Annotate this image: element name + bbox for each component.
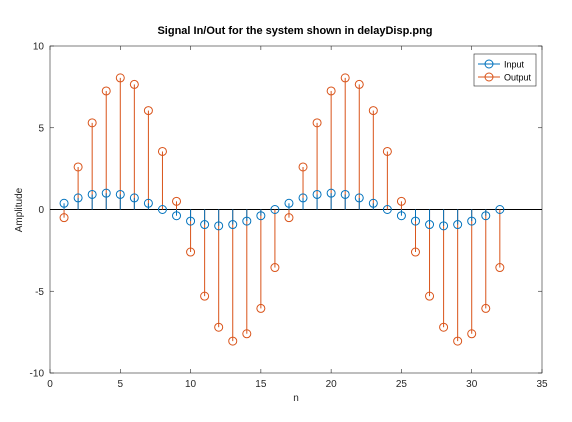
output-marker	[410, 247, 420, 257]
output-marker	[354, 79, 364, 89]
input-marker	[410, 216, 420, 226]
input-marker	[129, 193, 139, 203]
input-marker	[256, 211, 266, 221]
input-marker	[382, 205, 392, 214]
series-input	[59, 188, 505, 231]
output-marker	[101, 86, 111, 96]
series-output	[59, 73, 505, 346]
x-tick-label: 30	[466, 379, 478, 390]
input-marker	[312, 189, 322, 199]
input-marker	[453, 220, 463, 230]
x-tick-label: 35	[536, 379, 548, 390]
stem-series	[59, 73, 505, 346]
input-marker	[495, 205, 505, 214]
output-marker	[481, 303, 491, 313]
input-marker	[101, 188, 111, 198]
output-marker	[186, 247, 196, 257]
input-marker	[368, 198, 378, 208]
y-tick-label: 10	[33, 42, 45, 53]
legend-label-input: Input	[504, 60, 525, 70]
output-marker	[396, 196, 406, 206]
input-marker	[481, 211, 491, 221]
input-marker	[326, 188, 336, 198]
input-marker	[115, 189, 125, 199]
x-tick-label: 20	[326, 379, 338, 390]
output-marker	[242, 329, 252, 339]
output-marker	[382, 146, 392, 156]
legend-marker-input	[484, 59, 494, 69]
x-axis-label: n	[293, 393, 299, 404]
input-marker	[186, 216, 196, 226]
input-marker	[396, 211, 406, 221]
output-marker	[453, 336, 463, 346]
input-marker	[59, 198, 69, 208]
output-marker	[495, 263, 505, 273]
output-marker	[115, 73, 125, 83]
output-marker	[425, 291, 435, 301]
y-tick-label: -5	[35, 287, 44, 298]
x-tick-label: 5	[118, 379, 124, 390]
input-marker	[242, 216, 252, 226]
output-marker	[298, 162, 308, 172]
output-marker	[143, 106, 153, 116]
x-tick-label: 15	[255, 379, 267, 390]
input-marker	[354, 193, 364, 203]
input-marker	[284, 198, 294, 208]
output-marker	[312, 118, 322, 128]
input-marker	[214, 221, 224, 231]
y-tick-label: -10	[30, 369, 45, 380]
input-marker	[143, 198, 153, 208]
output-marker	[228, 336, 238, 346]
x-tick-label: 0	[47, 379, 53, 390]
input-marker	[228, 220, 238, 230]
output-marker	[59, 213, 69, 223]
output-marker	[439, 322, 449, 332]
input-marker	[425, 220, 435, 230]
output-marker	[172, 196, 182, 206]
input-marker	[172, 211, 182, 221]
output-marker	[340, 73, 350, 83]
legend: Input Output	[473, 53, 537, 87]
input-marker	[270, 205, 280, 214]
output-marker	[200, 291, 210, 301]
input-marker	[157, 205, 167, 214]
input-marker	[87, 189, 97, 199]
output-marker	[87, 118, 97, 128]
x-tick-label: 10	[185, 379, 197, 390]
output-marker	[368, 106, 378, 116]
output-marker	[256, 303, 266, 313]
y-axis-label: Amplitude	[14, 187, 25, 232]
input-marker	[298, 193, 308, 203]
legend-marker-output	[484, 72, 494, 82]
input-marker	[200, 220, 210, 230]
y-tick-label: 0	[38, 205, 44, 216]
input-marker	[340, 189, 350, 199]
y-tick-label: 5	[38, 123, 44, 134]
input-marker	[467, 216, 477, 226]
output-marker	[73, 162, 83, 172]
input-marker	[439, 221, 449, 231]
output-marker	[157, 146, 167, 156]
output-marker	[284, 213, 294, 223]
output-marker	[326, 86, 336, 96]
output-marker	[129, 79, 139, 89]
output-marker	[214, 322, 224, 332]
output-marker	[270, 263, 280, 273]
x-tick-label: 25	[396, 379, 408, 390]
legend-label-output: Output	[504, 73, 532, 83]
legend-box	[473, 53, 537, 87]
output-marker	[467, 329, 477, 339]
chart-title: Signal In/Out for the system shown in de…	[157, 25, 432, 37]
input-marker	[73, 193, 83, 203]
axis-ticks: 0 5 10 15 20 25 30 35 -10 -5 0 5 10	[30, 42, 548, 391]
